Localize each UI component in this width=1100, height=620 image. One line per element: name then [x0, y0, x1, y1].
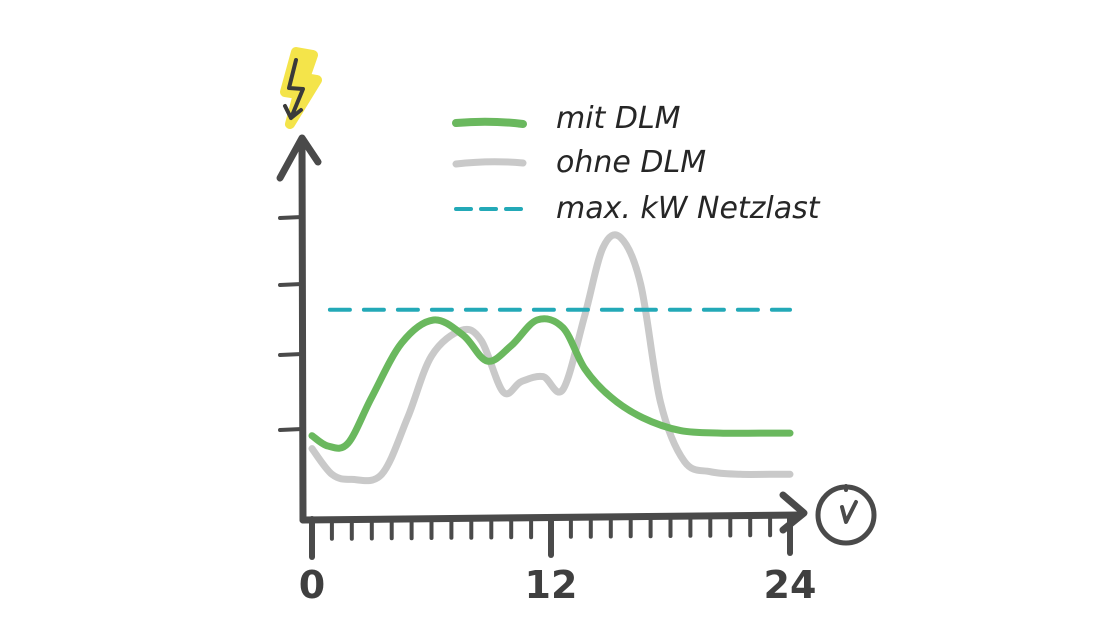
- legend-label-mit-dlm: mit DLM: [556, 101, 681, 136]
- y-tick: [278, 282, 304, 287]
- lightning-bolt-icon: [280, 47, 322, 129]
- legend: mit DLM ohne DLM max. kW Netzlast: [452, 101, 821, 226]
- clock-icon: [815, 484, 877, 546]
- legend-swatch-ohne-dlm: [452, 158, 527, 168]
- y-tick: [278, 427, 304, 432]
- legend-label-ohne-dlm: ohne DLM: [556, 145, 706, 180]
- y-axis: [298, 136, 307, 524]
- x-tick-label: 12: [525, 563, 578, 607]
- legend-swatch-mit-dlm: [452, 117, 527, 128]
- y-tick: [278, 352, 304, 357]
- y-tick: [278, 215, 304, 220]
- legend-label-max-kw-netzlast: max. kW Netzlast: [556, 191, 821, 226]
- x-ticks: [309, 512, 793, 560]
- series-line-mit-dlm: [308, 315, 794, 452]
- series-line-ohne-dlm: [308, 231, 794, 485]
- x-tick-label: 24: [764, 563, 817, 607]
- x-tick-label: 0: [299, 563, 325, 607]
- series-layer: [308, 231, 794, 485]
- y-ticks: [278, 215, 304, 432]
- y-axis-arrowhead: [276, 134, 322, 182]
- x-tick-labels: 0 12 24: [299, 563, 817, 607]
